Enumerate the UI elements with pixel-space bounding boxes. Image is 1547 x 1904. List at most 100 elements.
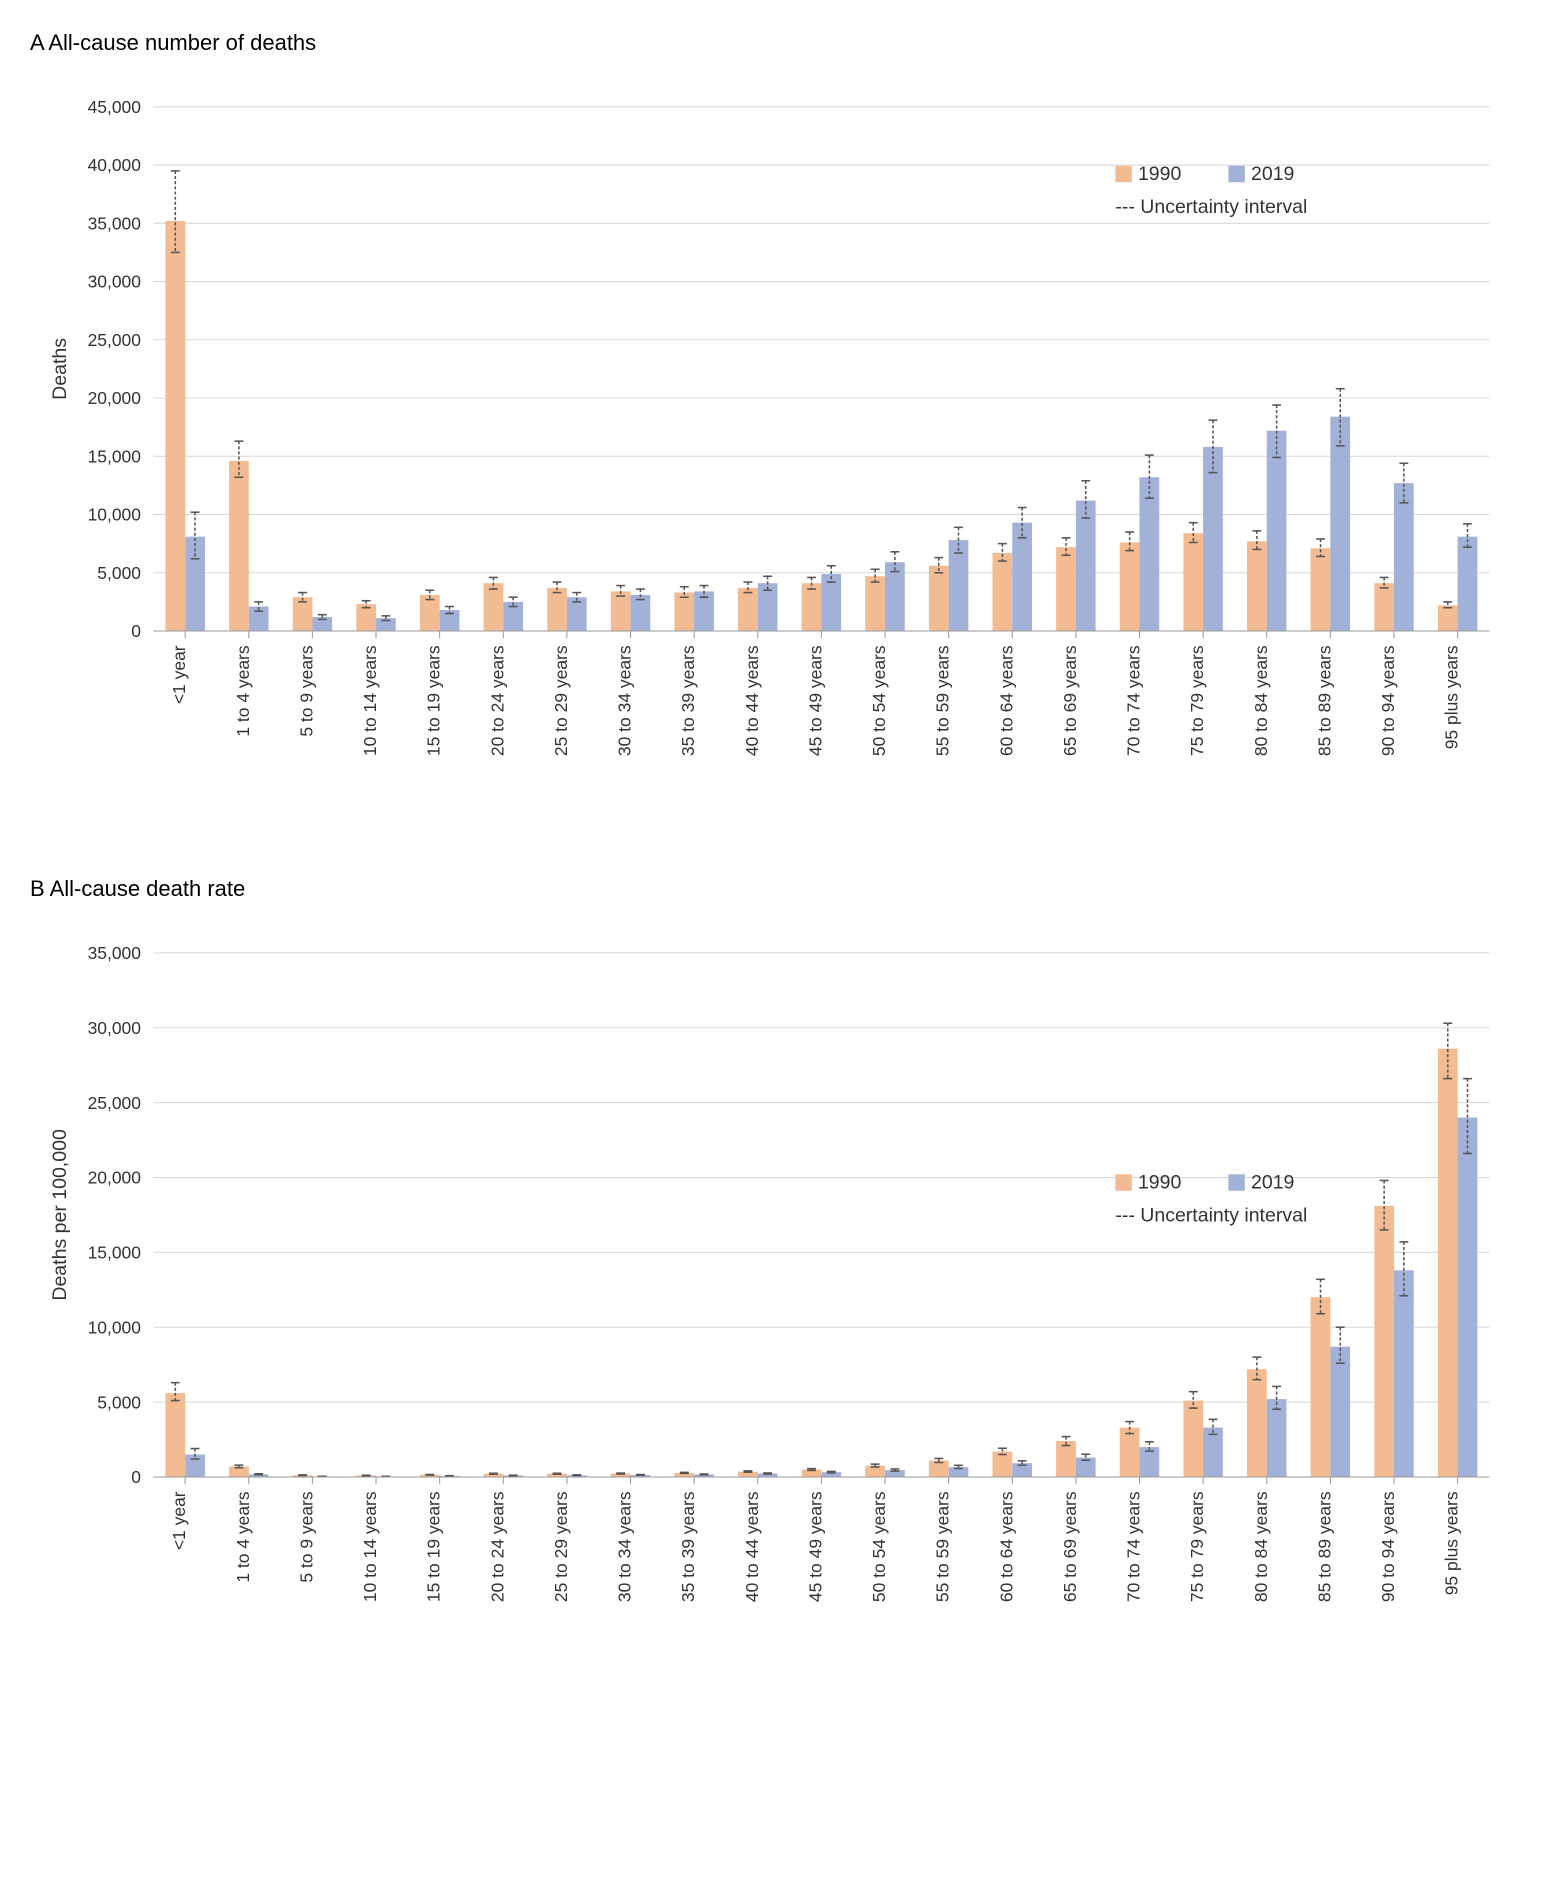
x-tick-label: 90 to 94 years <box>1378 1491 1398 1602</box>
bar-1990 <box>865 576 885 631</box>
x-tick-label: 65 to 69 years <box>1060 645 1080 756</box>
bar-1990 <box>420 595 440 631</box>
x-tick-label: 50 to 54 years <box>869 645 889 756</box>
bar-2019 <box>1012 523 1032 631</box>
y-tick-label: 25,000 <box>88 1093 142 1113</box>
bar-1990 <box>165 1393 185 1477</box>
x-tick-label: 30 to 34 years <box>615 645 635 756</box>
x-tick-label: <1 year <box>169 1491 189 1550</box>
x-tick-label: 15 to 19 years <box>424 645 444 756</box>
chart-svg-A: 05,00010,00015,00020,00025,00030,00035,0… <box>30 76 1510 816</box>
x-tick-label: 30 to 34 years <box>615 1491 635 1602</box>
x-tick-label: 45 to 49 years <box>805 1491 825 1602</box>
y-tick-label: 5,000 <box>97 1392 141 1412</box>
x-tick-label: 70 to 74 years <box>1124 1491 1144 1602</box>
bar-1990 <box>993 1452 1013 1477</box>
x-tick-label: 10 to 14 years <box>360 645 380 756</box>
y-tick-label: 20,000 <box>88 1168 142 1188</box>
legend-swatch-1990 <box>1115 166 1131 182</box>
x-tick-label: 10 to 14 years <box>360 1491 380 1602</box>
legend-swatch-2019 <box>1228 166 1244 182</box>
y-tick-label: 35,000 <box>88 213 142 233</box>
x-tick-label: 40 to 44 years <box>742 1491 762 1602</box>
bar-2019 <box>249 607 269 631</box>
y-tick-label: 5,000 <box>97 563 141 583</box>
bar-1990 <box>738 588 758 631</box>
chart-svg-B: 0 5,000 10,000 15,000 20,000 25,000 30,000 35,0… <box>30 922 1510 1662</box>
x-tick-label: 95 plus years <box>1442 1491 1462 1595</box>
bar-1990 <box>674 593 694 631</box>
bar-1990 <box>484 583 504 631</box>
x-tick-label: 85 to 89 years <box>1314 645 1334 756</box>
x-tick-label: 80 to 84 years <box>1251 645 1271 756</box>
x-tick-label: 85 to 89 years <box>1314 1491 1334 1602</box>
y-axis-label: Deaths <box>49 338 71 400</box>
panel-A: A All-cause number of deaths05,00010,000… <box>30 30 1517 816</box>
x-tick-label: 95 plus years <box>1442 645 1462 749</box>
x-tick-label: 50 to 54 years <box>869 1491 889 1602</box>
legend-label-1990: 1990 <box>1138 1172 1182 1194</box>
y-tick-label: 30,000 <box>88 272 142 292</box>
bar-1990 <box>1438 605 1458 631</box>
bar-1990 <box>1120 1428 1140 1477</box>
y-tick-label: 15,000 <box>88 446 142 466</box>
bar-1990 <box>1247 1369 1267 1477</box>
y-tick-label: 40,000 <box>88 155 142 175</box>
bar-1990 <box>929 566 949 631</box>
x-tick-label: 35 to 39 years <box>678 645 698 756</box>
y-tick-label: 20,000 <box>88 388 142 408</box>
x-tick-label: 75 to 79 years <box>1187 645 1207 756</box>
panel-B: B All-cause death rate 0 5,000 10,000 15,000… <box>30 876 1517 1662</box>
legend-label-2019: 2019 <box>1251 1172 1294 1194</box>
bar-1990 <box>547 588 567 631</box>
bar-2019 <box>1330 417 1350 631</box>
bar-2019 <box>1267 431 1287 631</box>
x-tick-label: 1 to 4 years <box>233 645 253 737</box>
bar-2019 <box>1076 501 1096 631</box>
bar-1990 <box>611 591 631 631</box>
x-tick-label: 25 to 29 years <box>551 1491 571 1602</box>
y-tick-label: 10,000 <box>88 1317 142 1337</box>
bar-2019 <box>1394 483 1414 631</box>
y-tick-label: 45,000 <box>88 97 142 117</box>
x-tick-label: 5 to 9 years <box>296 645 316 737</box>
bar-1990 <box>1374 583 1394 631</box>
y-tick-label: 35,000 <box>88 943 142 963</box>
chart-holder: 0 5,000 10,000 15,000 20,000 25,000 30,000 35,0… <box>30 922 1510 1662</box>
bar-1990 <box>1311 548 1331 631</box>
x-tick-label: 75 to 79 years <box>1187 1491 1207 1602</box>
bar-1990 <box>229 461 249 631</box>
bar-2019 <box>1458 1118 1478 1477</box>
x-tick-label: 20 to 24 years <box>487 645 507 756</box>
x-tick-label: 90 to 94 years <box>1378 645 1398 756</box>
y-tick-label: 10,000 <box>88 505 142 525</box>
x-tick-label: 5 to 9 years <box>296 1491 316 1583</box>
y-tick-label: 15,000 <box>88 1243 142 1263</box>
x-tick-label: 65 to 69 years <box>1060 1491 1080 1602</box>
panel-title: B All-cause death rate <box>30 876 1517 902</box>
bar-1990 <box>1056 1441 1076 1477</box>
x-tick-label: 40 to 44 years <box>742 645 762 756</box>
bar-2019 <box>1458 537 1478 631</box>
bar-1990 <box>1183 1401 1203 1477</box>
bar-1990 <box>993 553 1013 631</box>
bar-2019 <box>1330 1347 1350 1477</box>
x-tick-label: 45 to 49 years <box>805 645 825 756</box>
legend-label-2019: 2019 <box>1251 163 1294 185</box>
y-tick-label: 0 <box>131 1467 141 1487</box>
y-tick-label: 30,000 <box>88 1018 142 1038</box>
x-tick-label: 80 to 84 years <box>1251 1491 1271 1602</box>
bar-1990 <box>1438 1049 1458 1477</box>
panel-title: A All-cause number of deaths <box>30 30 1517 56</box>
x-tick-label: 25 to 29 years <box>551 645 571 756</box>
legend-uncertainty: --- Uncertainty interval <box>1115 196 1307 218</box>
bar-1990 <box>1120 543 1140 631</box>
bar-2019 <box>885 562 905 631</box>
legend-label-1990: 1990 <box>1138 163 1182 185</box>
legend-swatch-2019 <box>1228 1174 1244 1190</box>
x-tick-label: 70 to 74 years <box>1124 645 1144 756</box>
bar-2019 <box>1203 447 1223 631</box>
bar-2019 <box>185 1454 205 1477</box>
x-tick-label: 55 to 59 years <box>933 1491 953 1602</box>
bar-2019 <box>949 540 969 631</box>
